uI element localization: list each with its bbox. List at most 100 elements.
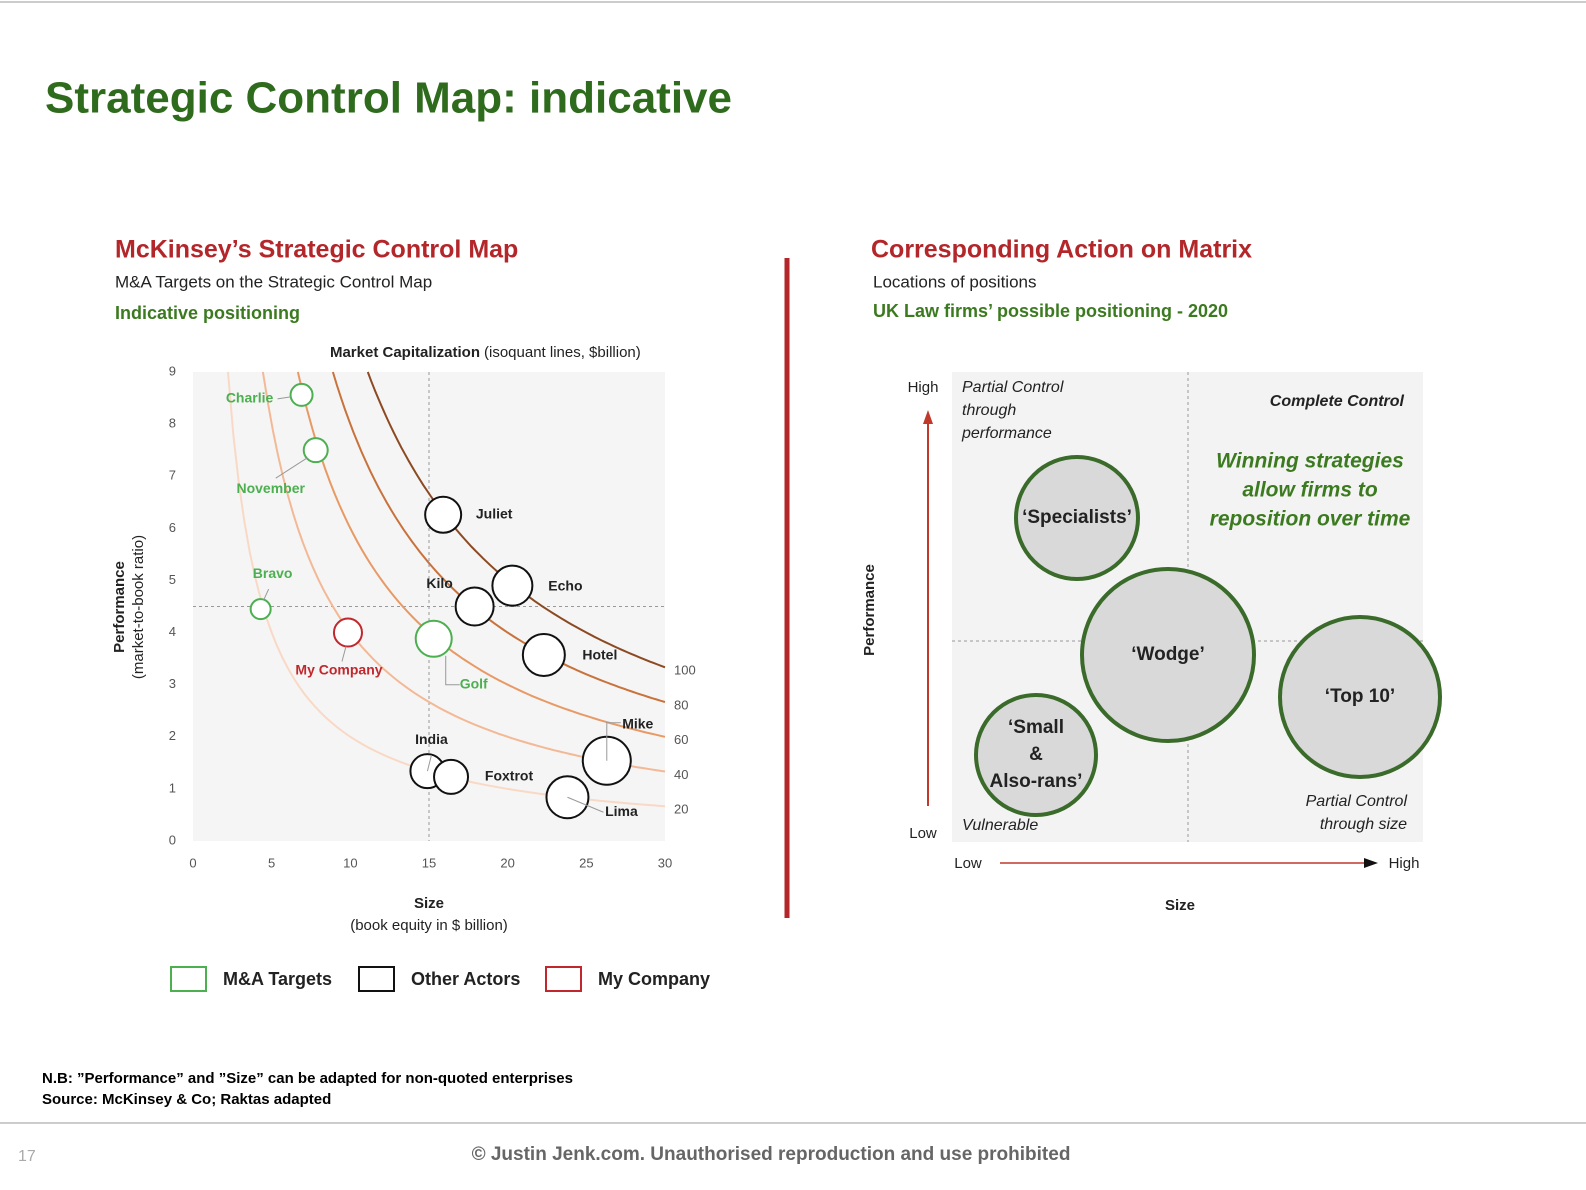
- bubble: [521, 632, 566, 677]
- isoquant-label: 60: [674, 732, 688, 747]
- legend-swatch: [358, 966, 395, 992]
- point-label: Charlie: [226, 390, 274, 406]
- right-subtitle: Locations of positions: [873, 272, 1037, 291]
- callout: reposition over time: [1210, 508, 1411, 531]
- point-label: Kilo: [426, 575, 452, 591]
- y-tick-label: 0: [169, 832, 176, 847]
- leader-line: [606, 722, 621, 761]
- right-note: UK Law firms’ possible positioning - 202…: [873, 301, 1228, 321]
- top-axis-subtitle: (isoquant lines, $billion): [484, 344, 641, 361]
- leader-line: [277, 396, 291, 400]
- note: N.B: ”Performance” and ”Size” can be ada…: [42, 1070, 573, 1087]
- leader-line: [426, 755, 432, 772]
- x-tick-label: 0: [189, 855, 196, 870]
- bubble-label: &: [1029, 744, 1043, 765]
- legend-swatch: [545, 966, 582, 992]
- y-low: Low: [909, 825, 937, 842]
- y-axis-title: Performance: [861, 564, 878, 656]
- quadrant-label: Vulnerable: [962, 817, 1038, 834]
- y-tick-label: 9: [169, 363, 176, 378]
- x-axis-title: Size: [1165, 897, 1195, 914]
- x-tick-label: 20: [500, 855, 514, 870]
- x-tick-label: 5: [268, 855, 275, 870]
- x-high: High: [1389, 855, 1420, 872]
- x-tick-label: 15: [422, 855, 436, 870]
- point-label: Juliet: [476, 505, 513, 521]
- arrow-head: [1364, 858, 1378, 868]
- position-bubble: [1278, 615, 1442, 779]
- x-low: Low: [954, 855, 982, 872]
- quadrant-label: Partial Control: [1306, 793, 1408, 810]
- y-tick-label: 5: [169, 572, 176, 587]
- bubble: [302, 437, 329, 464]
- y-axis-subtitle: (market-to-book ratio): [130, 535, 147, 679]
- bubble: [491, 564, 534, 607]
- y-tick-label: 3: [169, 676, 176, 691]
- y-tick-label: 1: [169, 780, 176, 795]
- bubble: [454, 586, 495, 627]
- point-label: Foxtrot: [485, 768, 534, 784]
- left-heading: McKinsey’s Strategic Control Map: [115, 236, 518, 264]
- position-bubble: [974, 693, 1098, 817]
- y-tick-label: 8: [169, 416, 176, 431]
- page-number: 17: [18, 1148, 36, 1165]
- legend-label: Other Actors: [411, 969, 520, 989]
- y-high: High: [908, 379, 939, 396]
- y-tick-label: 2: [169, 728, 176, 743]
- bubble: [433, 758, 470, 795]
- leader-line: [275, 457, 307, 479]
- point-label: Golf: [460, 676, 488, 692]
- leader-line: [341, 646, 347, 662]
- top-axis-title: Market Capitalization: [330, 344, 480, 361]
- point-label: November: [236, 480, 305, 496]
- position-bubble: [1080, 567, 1256, 743]
- x-tick-label: 30: [658, 855, 672, 870]
- quadrant-label: Partial Control: [962, 379, 1064, 396]
- x-axis-subtitle: (book equity in $ billion): [350, 917, 508, 934]
- arrow-head: [923, 410, 933, 424]
- isoquant-label: 20: [674, 802, 688, 817]
- isoquant-label: 80: [674, 697, 688, 712]
- bubble: [424, 495, 463, 534]
- y-tick-label: 4: [169, 624, 176, 639]
- slide-title: Strategic Control Map: indicative: [45, 74, 732, 123]
- bubble: [289, 382, 314, 407]
- note: Source: McKinsey & Co; Raktas adapted: [42, 1091, 331, 1108]
- quadrant-label: performance: [961, 425, 1052, 442]
- isoquant-label: 100: [674, 663, 696, 678]
- point-label: Hotel: [582, 647, 617, 663]
- quadrant-label: through: [962, 402, 1016, 419]
- leader-line: [567, 796, 604, 813]
- point-label: Lima: [605, 803, 638, 819]
- callout: Winning strategies: [1216, 450, 1404, 473]
- left-note: Indicative positioning: [115, 303, 300, 323]
- matrix: Partial Control through performance Complet…: [961, 379, 1442, 834]
- bubble-label: ‘Wodge’: [1131, 644, 1205, 665]
- isoquant: [331, 371, 666, 703]
- bubble: [249, 598, 272, 621]
- x-tick-label: 25: [579, 855, 593, 870]
- position-bubble: [1014, 455, 1140, 581]
- legend-label: M&A Targets: [223, 969, 332, 989]
- legend-swatch: [170, 966, 207, 992]
- bubble-label: ‘Specialists’: [1022, 507, 1132, 528]
- leader-line: [445, 655, 460, 686]
- bubble: [332, 617, 363, 648]
- quadrant-label: Complete Control: [1270, 393, 1405, 410]
- footer: © Justin Jenk.com. Unauthorised reproduc…: [472, 1144, 1071, 1165]
- bubble: [414, 619, 453, 658]
- quadrant-label: through size: [1320, 816, 1407, 833]
- y-tick-label: 6: [169, 520, 176, 535]
- x-axis-title: Size: [414, 895, 444, 912]
- x-tick-label: 10: [343, 855, 357, 870]
- left-subtitle: M&A Targets on the Strategic Control Map: [115, 272, 432, 291]
- point-label: My Company: [295, 661, 382, 677]
- callout: allow firms to: [1242, 479, 1378, 502]
- left-chart: 20 40 60 80 100 0 5 10 15 20 25 30 0 1 2 3 4 5 6 7 8 9 Charlie…: [169, 363, 696, 870]
- point-label: India: [415, 731, 448, 747]
- isoquant-label: 40: [674, 767, 688, 782]
- y-tick-label: 7: [169, 468, 176, 483]
- point-label: Mike: [622, 715, 653, 731]
- legend-label: My Company: [598, 969, 710, 989]
